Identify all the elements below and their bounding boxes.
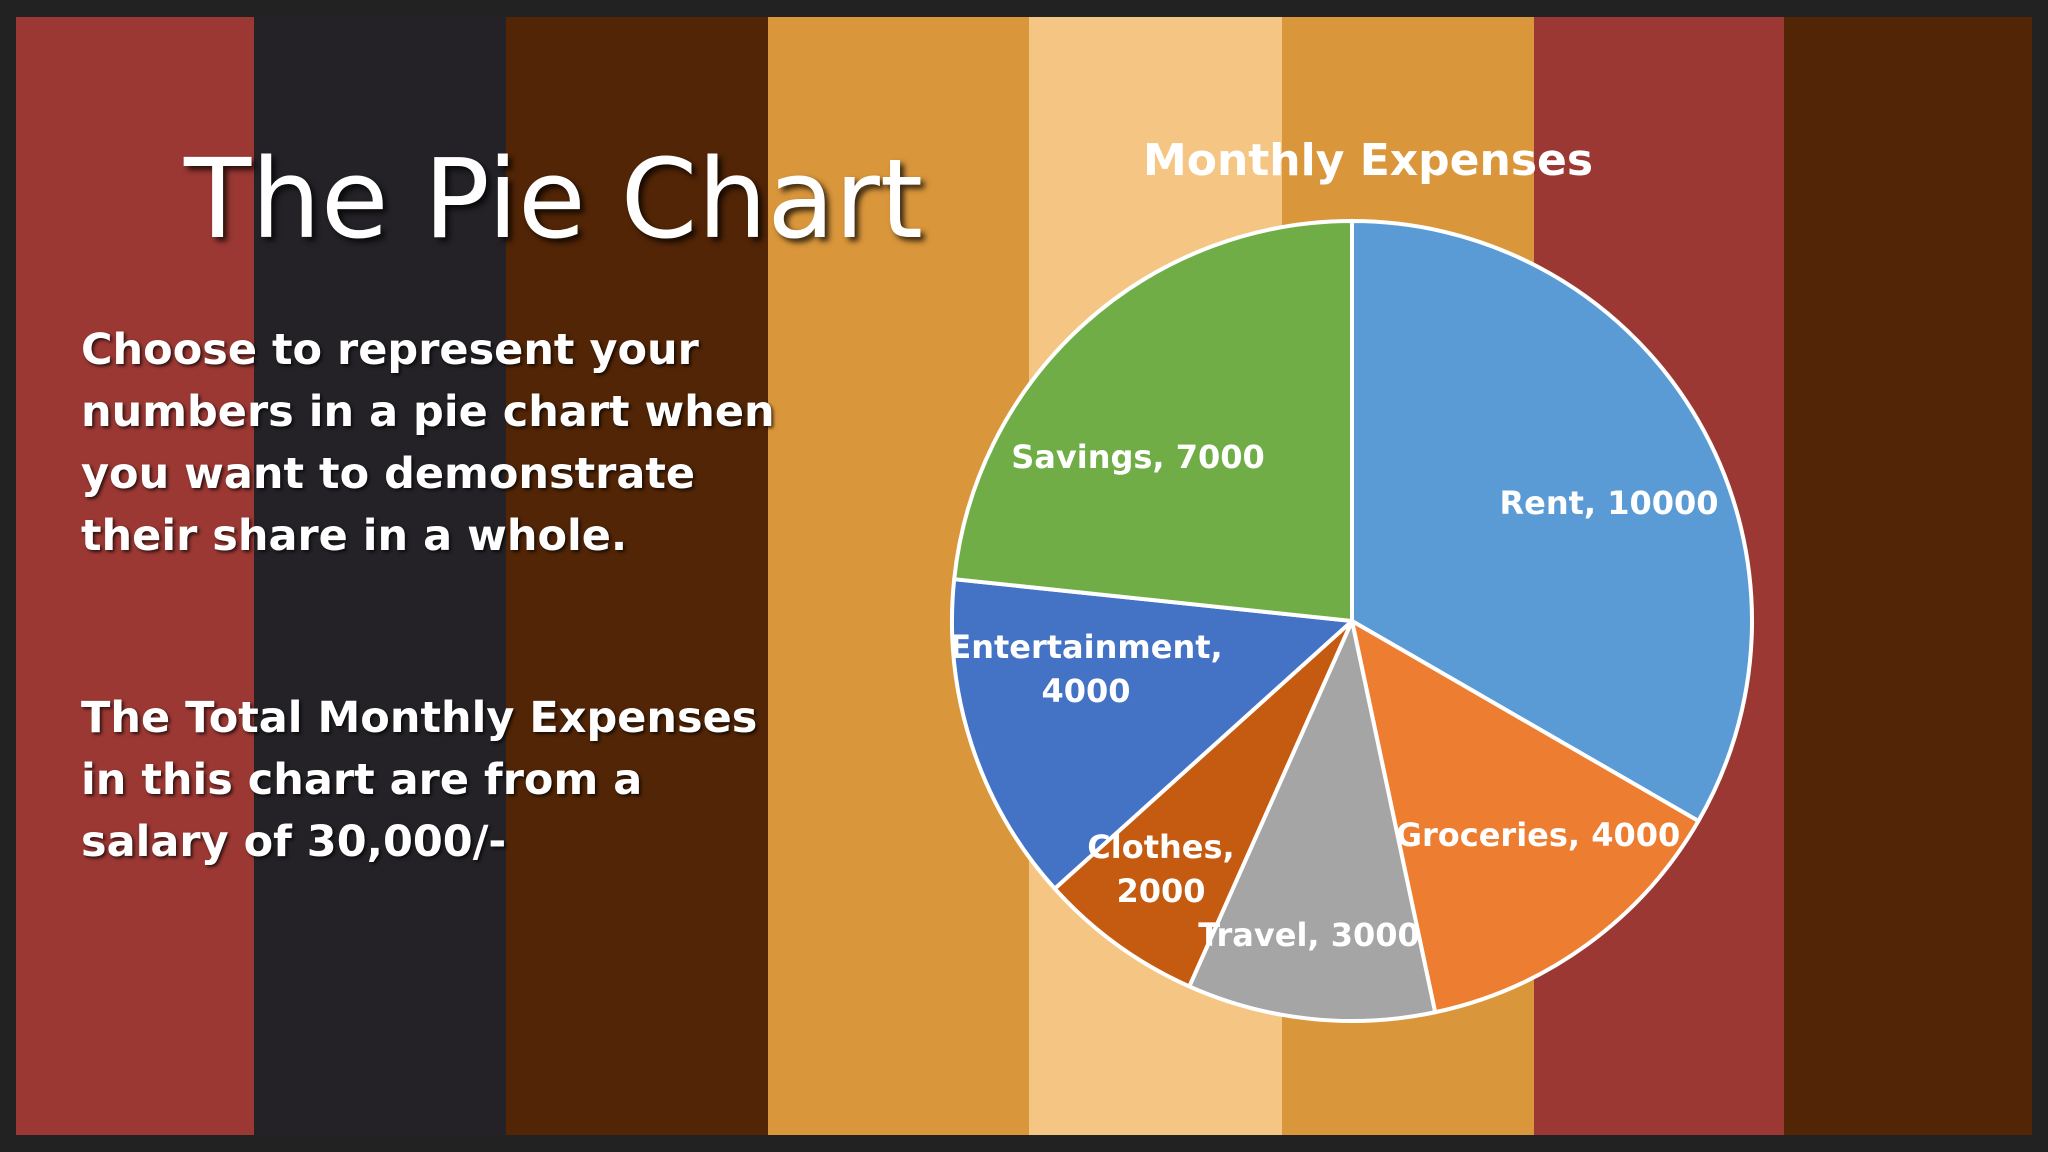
slice-label-line: Entertainment, xyxy=(949,628,1222,666)
slice-label-line: Rent, 10000 xyxy=(1499,484,1718,522)
slice-label-savings: Savings, 7000 xyxy=(1011,438,1265,476)
pie-slice-rent xyxy=(1350,219,1754,823)
slice-label-line: 2000 xyxy=(1116,872,1205,910)
pie-slice-travel xyxy=(1187,619,1438,1023)
background-stripe xyxy=(16,17,254,1135)
pie-chart: Monthly Expenses Rent, 10000 Groceries, 4… xyxy=(949,135,1754,1023)
pie-slice-entertainment xyxy=(950,577,1354,891)
salary-paragraph: The Total Monthly Expenses in this chart… xyxy=(81,693,758,867)
slide-title: The Pie Chart xyxy=(184,135,923,263)
slice-label-groceries: Groceries, 4000 xyxy=(1396,816,1681,854)
slice-label-line: Savings, 7000 xyxy=(1011,438,1265,476)
background-stripe xyxy=(506,17,768,1135)
slice-label-line: Travel, 3000 xyxy=(1198,916,1420,954)
slice-label-rent: Rent, 10000 xyxy=(1499,484,1718,522)
chart-title: Monthly Expenses xyxy=(1143,135,1593,186)
pie-slice-clothes xyxy=(1052,619,1354,989)
slice-label-entertainment: Entertainment, 4000 xyxy=(949,628,1222,710)
background-stripe xyxy=(254,17,506,1135)
slice-label-line: Clothes, xyxy=(1087,828,1234,866)
slice-label-travel: Travel, 3000 xyxy=(1198,916,1420,954)
slice-label-line: Groceries, 4000 xyxy=(1396,816,1681,854)
background-stripe xyxy=(1784,17,2032,1135)
slice-label-clothes: Clothes, 2000 xyxy=(1087,828,1234,910)
pie-slice-groceries xyxy=(1350,619,1701,1015)
slide: The Pie Chart Choose to represent your n… xyxy=(16,17,2032,1135)
pie-slice-savings xyxy=(952,219,1354,623)
intro-paragraph: Choose to represent your numbers in a pi… xyxy=(81,325,775,561)
slice-label-line: 4000 xyxy=(1041,672,1130,710)
